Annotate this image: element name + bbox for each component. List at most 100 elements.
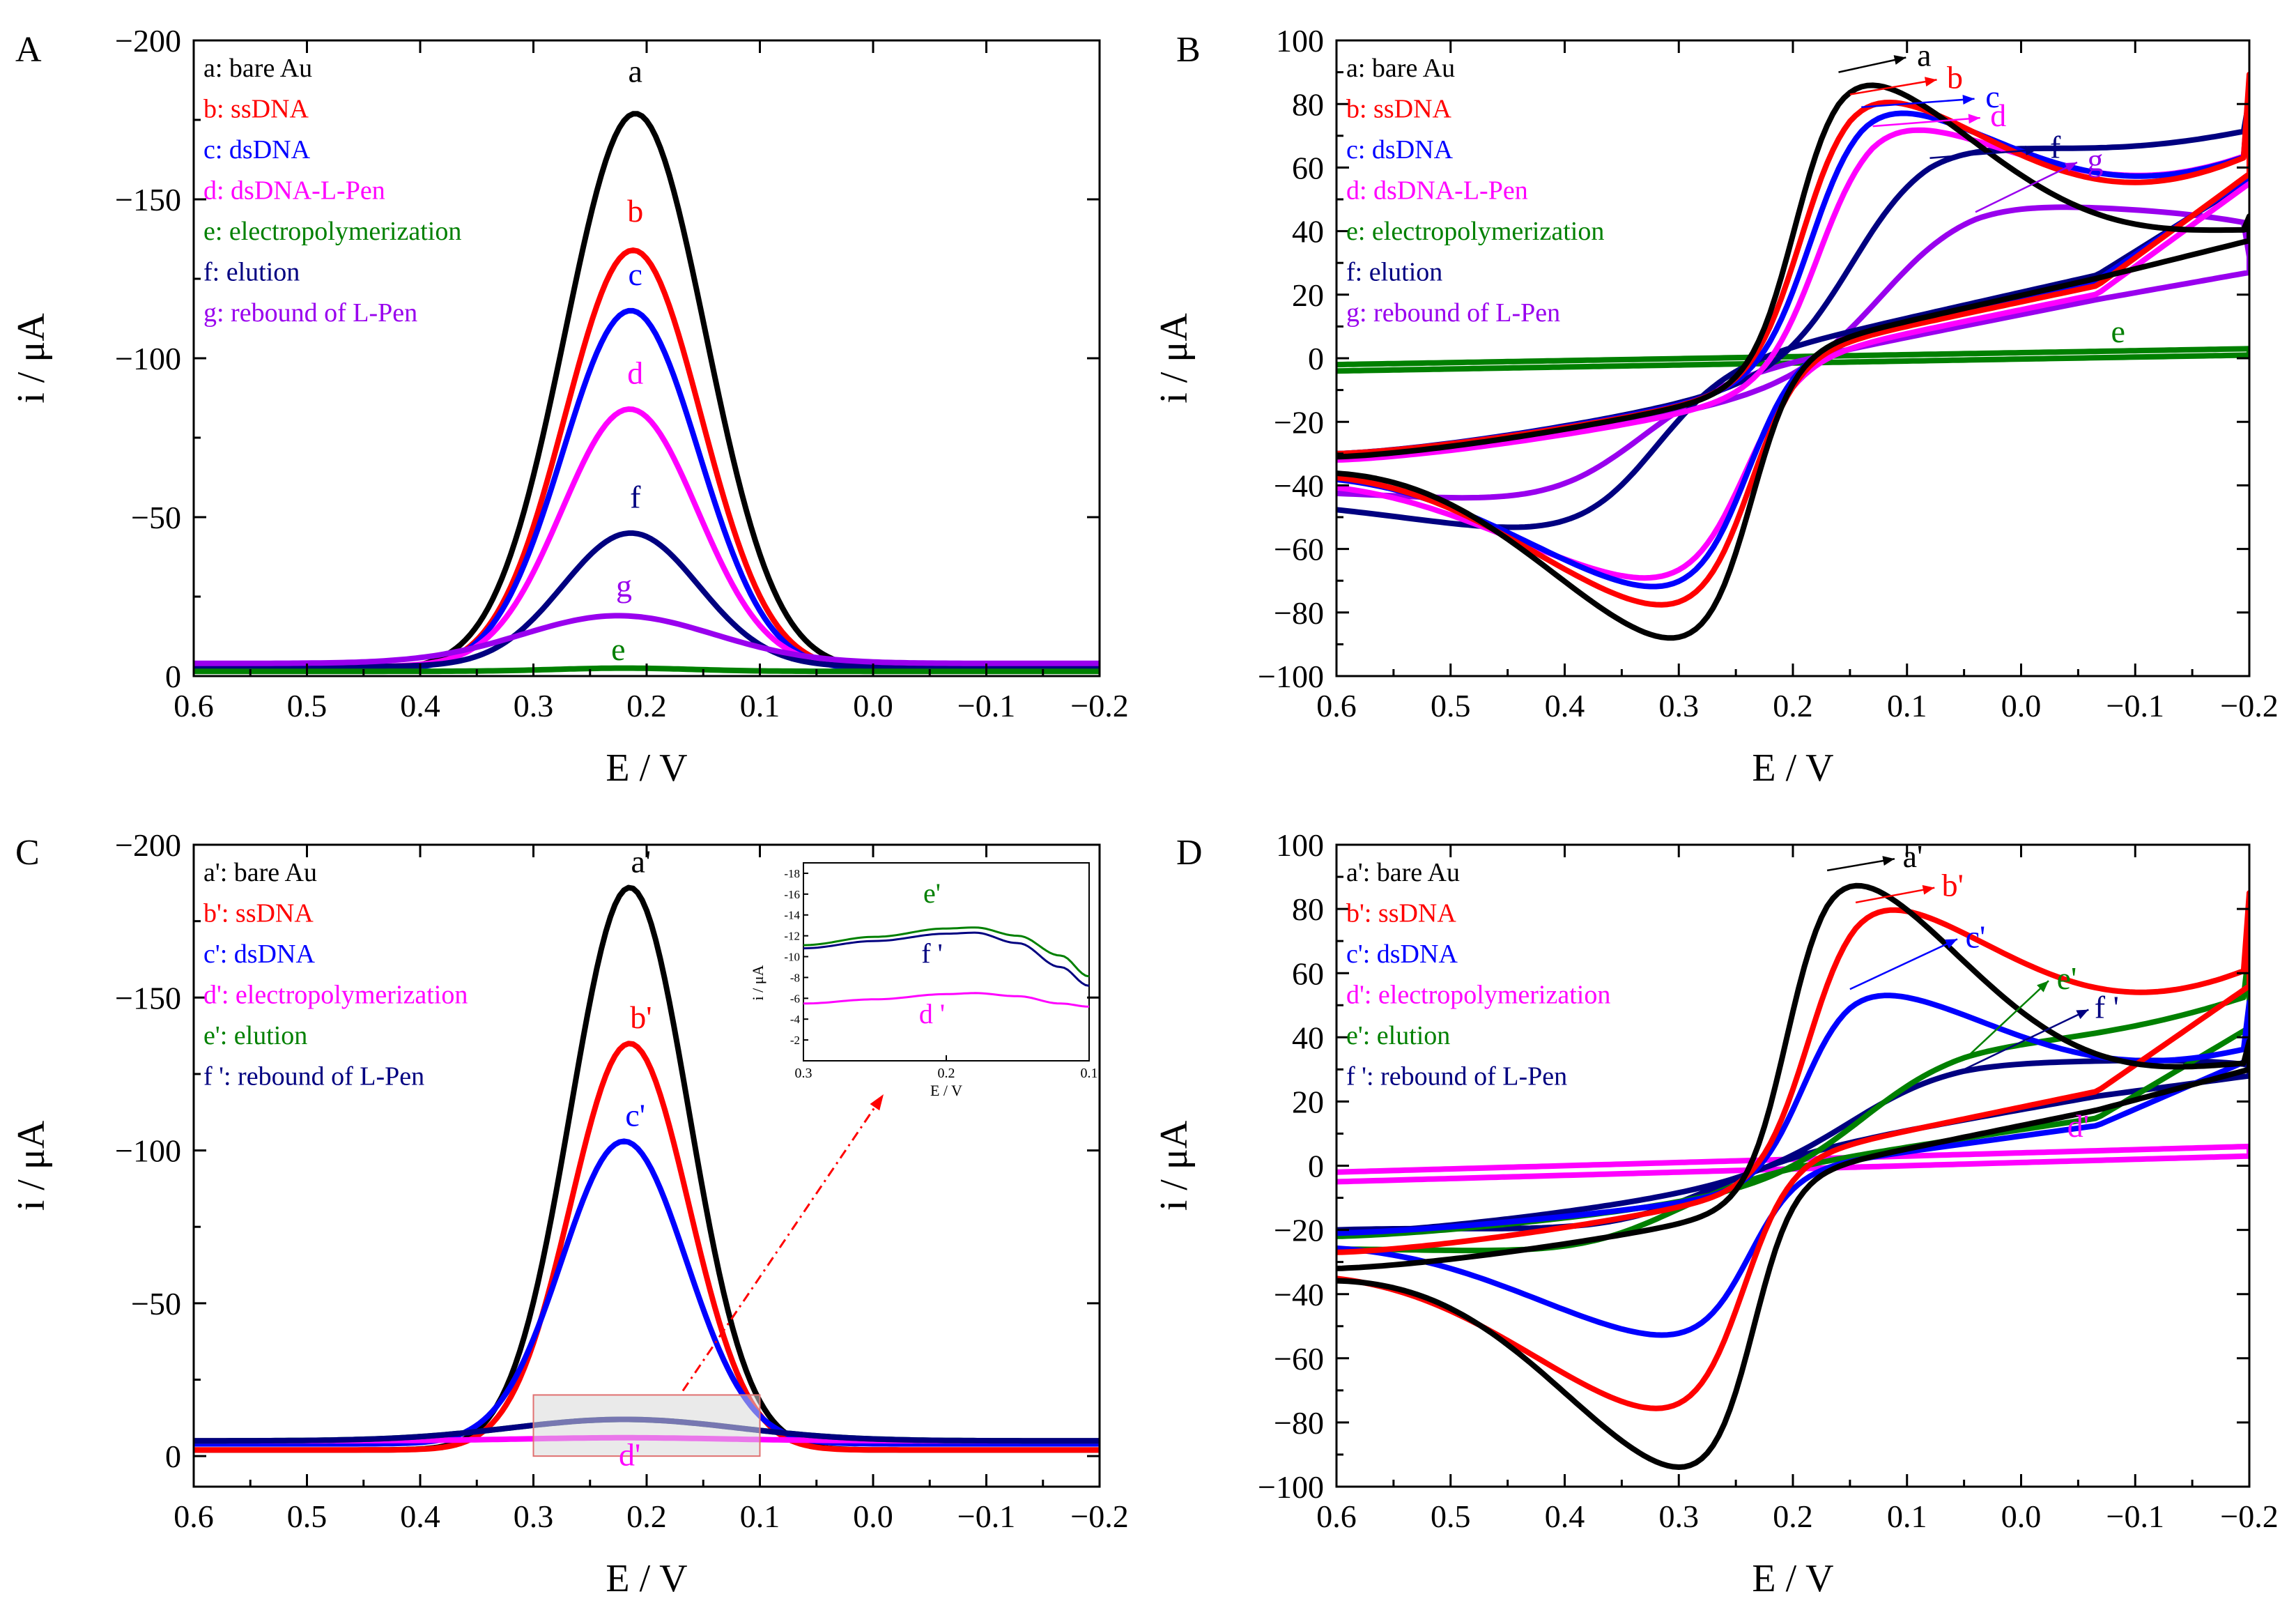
y-tick-label: −80 [1274,595,1324,631]
inset-y-tick-label: -18 [784,867,800,880]
annotation-arrow [1964,1009,2089,1071]
y-tick-label: −40 [1274,1277,1324,1312]
annotation-arrow [1849,938,1958,990]
x-tick-label: −0.1 [2106,688,2164,723]
y-tick-label: −100 [1258,659,1324,694]
curve-label: a [629,53,642,89]
y-tick-label: −50 [131,500,181,535]
series-line [194,530,1100,670]
curve-label: a' [631,843,652,879]
y-axis-label: i / μA [10,1120,53,1211]
legend-entry: a: bare Au [203,54,312,83]
curve-label: d' [2067,1108,2089,1144]
series-line [1336,890,2249,1411]
legend-entry: a': bare Au [1346,858,1460,887]
x-tick-label: 0.4 [1545,1499,1585,1534]
x-axis-label: E / V [1752,1557,1833,1600]
inset-x-tick-label: 0.2 [938,1066,955,1081]
legend-entry: a': bare Au [203,858,317,887]
annotation-arrow [1872,116,1980,128]
y-tick-label: 40 [1292,1020,1324,1055]
series-line [194,1138,1100,1447]
y-tick-label: 40 [1292,214,1324,250]
curve-label: b [627,193,643,229]
annotation-arrowhead [1925,77,1937,87]
x-tick-label: 0.4 [400,688,440,723]
inset-y-tick-label: -16 [784,888,800,901]
legend-entry: g: rebound of L-Pen [203,298,417,328]
x-tick-label: 0.0 [853,688,893,723]
curve-label: e' [2057,960,2077,996]
legend-entry: c': dsDNA [203,940,315,969]
legend-entry: c': dsDNA [1346,940,1458,969]
x-tick-label: 0.1 [740,688,780,723]
y-axis-label: i / μA [1153,313,1196,404]
panel-label: B [1176,30,1201,70]
annotation-arrowhead [1922,884,1935,895]
annotation-arrowhead [2037,981,2049,993]
inset-y-tick-label: -2 [790,1034,800,1047]
y-tick-label: 20 [1292,277,1324,313]
series-line [1336,346,2249,374]
curve-label: e [611,631,625,667]
y-tick-label: 80 [1292,86,1324,122]
y-axis-label: i / μA [10,313,53,404]
y-tick-label: −60 [1274,532,1324,567]
series-line [194,1041,1100,1453]
curve-label: a' [1903,838,1923,874]
inset-x-tick-label: 0.3 [795,1066,812,1081]
inset-y-tick-label: -4 [790,1013,801,1026]
inset-frame [803,862,1090,1062]
y-tick-label: −60 [1274,1341,1324,1377]
x-tick-label: 0.5 [287,688,328,723]
y-tick-label: 0 [1308,1149,1324,1184]
x-tick-label: 0.1 [1887,688,1927,723]
x-tick-label: 0.4 [1545,688,1585,723]
panel-c: 0.3 0.2 0.1 -18 -16 -14 -12 -10 -8 -6 -4 -2 E / V i /… [10,827,1129,1600]
legend-entry: f ': rebound of L-Pen [203,1062,424,1091]
y-tick-label: 0 [165,1439,181,1474]
legend-entry: d': electropolymerization [1346,981,1610,1010]
x-tick-label: −0.1 [957,1499,1015,1534]
annotation-arrow [1929,148,2037,159]
panel-d: 0.6 0.5 0.4 0.3 0.2 0.1 0.0 −0.1 −0.2 −100 −80 −60 −… [1153,827,2279,1600]
x-tick-label: 0.3 [1659,1499,1700,1534]
annotation-arrow [1975,161,2078,213]
curve-label: c [629,256,642,292]
inset-series-line [803,926,1090,978]
x-tick-label: 0.0 [853,1499,893,1534]
zoom-arrow [681,1094,885,1392]
legend-entry: e': elution [1346,1021,1450,1050]
y-tick-label: 60 [1292,151,1324,186]
legend-entry: f: elution [203,258,300,287]
inset-series-line [803,931,1090,987]
series-line [1336,1143,2249,1185]
inset-curve-label: d ' [919,998,945,1029]
x-tick-label: −0.2 [1070,688,1128,723]
y-tick-label: −200 [115,827,181,863]
y-tick-label: −20 [1274,1213,1324,1248]
annotation-arrowhead [1962,94,1975,105]
panel-a: 0.6 0.5 0.4 0.3 0.2 0.1 0.0 −0.1 −0.2 0 −50 −100 −15… [10,23,1129,790]
curve-label: f [2050,130,2061,165]
series-line [1336,81,2249,581]
inset-y-tick-label: -8 [790,971,800,984]
annotation-arrow [1963,980,2049,1061]
curve-label: d' [619,1436,640,1472]
x-tick-label: 0.3 [514,1499,554,1534]
y-axis-label: i / μA [1153,1120,1196,1211]
y-tick-label: 100 [1276,827,1324,863]
zoom-arrowhead [870,1094,884,1111]
series-line [1336,993,2249,1338]
inset-x-axis-label: E / V [930,1082,962,1099]
y-tick-label: −50 [131,1286,181,1321]
curve-label: f ' [2095,990,2119,1025]
x-tick-label: 0.1 [1887,1499,1927,1534]
inset-curve-label: e' [923,878,941,909]
y-tick-label: −100 [115,341,181,376]
x-tick-label: −0.1 [957,688,1015,723]
inset-y-tick-label: -12 [784,930,800,943]
x-tick-label: −0.2 [1070,1499,1128,1534]
legend-entry: e: electropolymerization [203,217,461,246]
annotation-arrowhead [1882,856,1895,866]
